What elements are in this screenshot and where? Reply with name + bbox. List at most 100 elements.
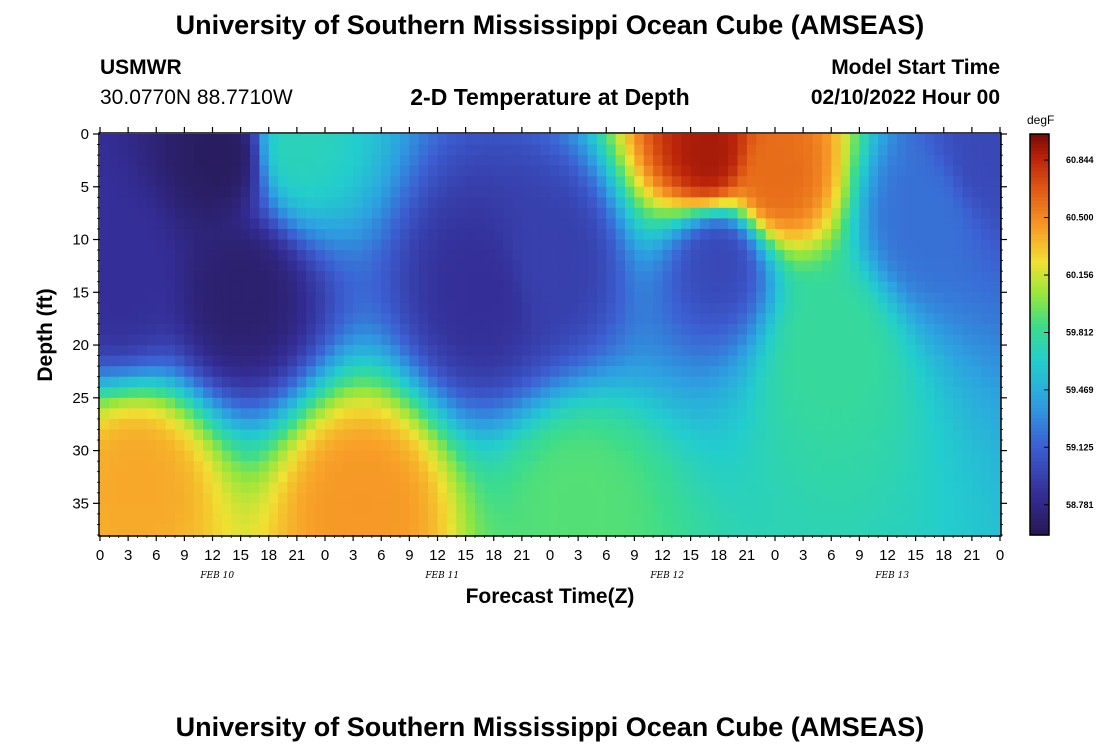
heatmap-cell (709, 292, 720, 304)
heatmap-cell (493, 281, 504, 293)
heatmap-cell (400, 281, 410, 293)
heatmap-cell (934, 450, 945, 462)
heatmap-cell (690, 450, 701, 462)
heatmap-cell (606, 302, 617, 314)
heatmap-cell (803, 323, 814, 336)
heatmap-cell (250, 260, 260, 272)
heatmap-cell (559, 345, 570, 357)
heatmap-cell (446, 471, 457, 483)
heatmap-cell (681, 323, 692, 336)
heatmap-cell (362, 492, 373, 504)
heatmap-cell (568, 334, 579, 346)
heatmap-cell (146, 250, 157, 262)
heatmap-cell (915, 450, 926, 462)
heatmap-cell (493, 323, 504, 336)
heatmap-cell (812, 239, 823, 251)
heatmap-cell (615, 440, 626, 452)
heatmap-cell (587, 176, 598, 188)
heatmap-cell (915, 524, 926, 536)
heatmap-cell (821, 144, 832, 156)
heatmap-cell (521, 165, 532, 177)
heatmap-cell (156, 313, 167, 325)
heatmap-cell (212, 260, 223, 272)
heatmap-cell (371, 513, 382, 526)
heatmap-cell (878, 197, 889, 209)
heatmap-cell (493, 186, 504, 198)
heatmap-cell (540, 260, 551, 272)
heatmap-cell (100, 186, 110, 198)
heatmap-cell (540, 366, 551, 378)
heatmap-cell (568, 144, 579, 156)
heatmap-cell (437, 355, 448, 367)
heatmap-cell (231, 471, 242, 483)
colorbar-segment (1030, 464, 1049, 469)
date-label: FEB 11 (424, 571, 459, 581)
heatmap-cell (268, 239, 279, 251)
heatmap-cell (268, 302, 279, 314)
heatmap-cell (428, 197, 439, 209)
heatmap-cell (456, 228, 467, 241)
heatmap-cell (325, 186, 335, 198)
colorbar-segment (1030, 334, 1049, 339)
heatmap-cell (765, 134, 776, 146)
heatmap-cell (887, 345, 898, 357)
heatmap-cell (671, 345, 682, 357)
heatmap-cell (493, 429, 504, 441)
heatmap-cell (550, 239, 560, 251)
heatmap-cell (437, 418, 448, 431)
heatmap-cell (268, 165, 279, 177)
heatmap-cell (671, 207, 682, 220)
heatmap-cell (803, 271, 814, 283)
heatmap-cell (925, 250, 935, 262)
heatmap-cell (146, 461, 157, 473)
colorbar-segment (1030, 234, 1049, 239)
heatmap-cell (625, 471, 635, 483)
heatmap-cell (709, 313, 720, 325)
heatmap-cell (596, 429, 607, 441)
heatmap-cell (784, 376, 795, 388)
heatmap-cell (906, 165, 917, 177)
heatmap-cell (709, 376, 720, 388)
heatmap-cell (362, 207, 373, 220)
heatmap-cell (465, 524, 476, 536)
heatmap-cell (896, 334, 907, 346)
heatmap-cell (793, 228, 804, 241)
heatmap-cell (634, 397, 645, 409)
heatmap-cell (343, 482, 354, 494)
heatmap-cell (175, 271, 185, 283)
heatmap-cell (128, 260, 139, 272)
heatmap-cell (821, 461, 832, 473)
heatmap-cell (371, 218, 382, 230)
heatmap-cell (868, 461, 879, 473)
heatmap-cell (775, 524, 785, 536)
heatmap-cell (184, 250, 195, 262)
heatmap-cell (653, 134, 664, 146)
heatmap-cell (840, 397, 851, 409)
heatmap-cell (278, 355, 289, 367)
colorbar-segment (1030, 190, 1049, 195)
heatmap-cell (943, 355, 954, 367)
heatmap-cell (521, 450, 532, 462)
heatmap-cell (587, 492, 598, 504)
heatmap-cell (559, 176, 570, 188)
heatmap-cell (175, 218, 185, 230)
heatmap-cell (709, 260, 720, 272)
heatmap-cell (296, 207, 307, 220)
heatmap-cell (193, 281, 204, 293)
heatmap-cell (756, 250, 767, 262)
heatmap-cell (643, 134, 654, 146)
heatmap-cell (953, 271, 964, 283)
heatmap-cell (428, 461, 439, 473)
heatmap-cell (962, 207, 973, 220)
heatmap-cell (915, 144, 926, 156)
heatmap-cell (493, 218, 504, 230)
heatmap-cell (268, 207, 279, 220)
heatmap-cell (456, 397, 467, 409)
date-label: FEB 10 (199, 571, 234, 581)
heatmap-cell (671, 186, 682, 198)
heatmap-cell (615, 503, 626, 515)
heatmap-cell (925, 134, 935, 146)
heatmap-cell (859, 461, 870, 473)
heatmap-cell (981, 239, 992, 251)
colorbar-segment (1030, 367, 1049, 372)
